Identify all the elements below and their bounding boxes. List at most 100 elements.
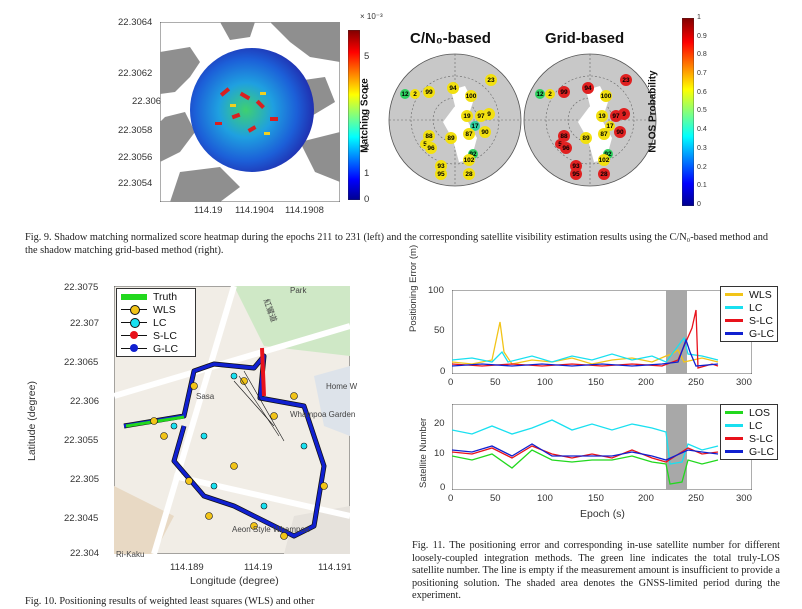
svg-text:92: 92 (469, 151, 477, 158)
legend-item-wls: WLS (117, 303, 195, 316)
legend-item-slc: S-LC (117, 329, 195, 342)
svg-text:28: 28 (465, 171, 473, 178)
fig11-caption: Fig. 11. The positioning error and corre… (412, 540, 780, 601)
svg-text:92: 92 (604, 151, 612, 158)
colorbar-tick: 2 (364, 142, 370, 153)
svg-text:19: 19 (463, 113, 471, 120)
heatmap-ytick: 22.3054 (118, 178, 153, 189)
heatmap-ytick: 22.3064 (118, 17, 153, 28)
skyplot-cn0: 23 94 99 100 12 2 9 19 97 17 87 90 88 5 … (388, 53, 522, 187)
svg-text:17: 17 (471, 123, 479, 130)
legend-item-wls: WLS (721, 288, 777, 301)
legend-item-slc: S-LC (721, 314, 777, 327)
svg-text:97: 97 (612, 113, 620, 120)
fig10-ytick: 22.3055 (64, 435, 99, 446)
fig10-ytick: 22.3075 (64, 282, 99, 293)
nlos-tick: 1 (697, 14, 701, 21)
satellite-xlabel: Epoch (s) (580, 508, 625, 520)
error-ytick: 50 (434, 325, 445, 336)
nlos-tick: 0.2 (697, 163, 707, 171)
legend-item-lc: LC (721, 419, 777, 432)
svg-text:9: 9 (487, 111, 491, 118)
heatmap-ytick: 22.3056 (118, 152, 153, 163)
svg-text:97: 97 (477, 113, 485, 120)
fig10-ytick: 22.305 (70, 474, 100, 485)
svg-text:93: 93 (437, 163, 445, 170)
error-legend: WLS LC S-LC G-LC (720, 286, 778, 342)
svg-text:12: 12 (536, 91, 544, 98)
map-label-sasa: Sasa (196, 392, 215, 401)
fig10-xlabel: Longitude (degree) (190, 575, 279, 587)
colorbar-label: Matching Score (359, 78, 371, 153)
satellite-number-plot (452, 404, 752, 490)
nlos-tick: 0.3 (697, 144, 707, 152)
svg-text:94: 94 (584, 85, 592, 92)
colorbar-tick: 5 (364, 51, 370, 62)
satellite-ytick: 0 (440, 482, 446, 493)
fig10-ytick: 22.3045 (64, 513, 99, 524)
map-label-aeon: Aeon Style Whampoa (232, 525, 310, 534)
heatmap-xtick: 114.19 (194, 205, 223, 216)
satellite-ytick: 10 (434, 448, 445, 459)
svg-text:100: 100 (466, 93, 477, 100)
legend-item-slc: S-LC (721, 432, 777, 445)
positioning-error-plot (452, 290, 752, 374)
skyplot-left-title: C/N₀-based (410, 30, 491, 47)
legend-item-glc: G-LC (117, 342, 195, 355)
svg-text:96: 96 (427, 145, 435, 152)
svg-text:2: 2 (413, 91, 417, 98)
fig10-xtick: 114.189 (170, 562, 204, 573)
svg-text:19: 19 (598, 113, 606, 120)
legend-item-los: LOS (721, 406, 777, 419)
svg-text:95: 95 (572, 171, 580, 178)
svg-text:102: 102 (464, 157, 475, 164)
fig10-ytick: 22.3065 (64, 357, 99, 368)
svg-text:5: 5 (423, 141, 427, 148)
svg-text:28: 28 (600, 171, 608, 178)
nlos-tick: 0.8 (697, 51, 707, 59)
heatmap-ytick: 22.3062 (118, 68, 153, 79)
map-label-rikaku: Ri-Kaku (116, 550, 145, 559)
legend-item-lc: LC (721, 301, 777, 314)
fig10-ytick: 22.304 (70, 548, 100, 559)
colorbar-exponent: × 10⁻³ (360, 12, 383, 21)
svg-text:99: 99 (560, 89, 568, 96)
heatmap-xtick: 114.1904 (235, 205, 274, 216)
svg-text:23: 23 (487, 77, 495, 84)
svg-text:12: 12 (401, 91, 409, 98)
fig10-ytick: 22.306 (70, 396, 100, 407)
nlos-tick: 0.9 (697, 32, 707, 40)
trajectory-map (114, 286, 350, 554)
svg-text:5: 5 (558, 141, 562, 148)
colorbar-tick: 0 (364, 194, 370, 205)
svg-text:90: 90 (481, 129, 489, 136)
svg-text:96: 96 (562, 145, 570, 152)
map-label-park: Park (290, 286, 307, 295)
svg-text:23: 23 (622, 77, 630, 84)
legend-item-glc: G-LC (721, 445, 777, 458)
nlos-tick: 0.5 (697, 107, 707, 115)
svg-text:89: 89 (582, 135, 590, 142)
nlos-tick: 0.6 (697, 88, 707, 96)
svg-text:87: 87 (465, 131, 473, 138)
skyplot-grid: 23 94 99 100 12 2 9 19 97 17 87 90 88 5 … (523, 53, 657, 187)
nlos-colorbar (682, 18, 694, 206)
nlos-tick: 0.1 (697, 182, 707, 190)
map-label-whampoa-garden: Whampoa Garden (290, 410, 356, 419)
colorbar-tick: 4 (364, 82, 370, 93)
legend-item-truth: Truth (117, 290, 195, 303)
trajectory-legend: Truth WLS LC S-LC G-LC (116, 288, 196, 357)
svg-text:100: 100 (601, 93, 612, 100)
svg-text:89: 89 (447, 135, 455, 142)
score-colorbar (348, 30, 360, 200)
error-ytick: 100 (428, 285, 444, 296)
map-label-home: Home W (326, 382, 358, 391)
error-ytick: 0 (440, 366, 446, 377)
error-ylabel: Positioning Error (m) (408, 244, 419, 332)
fig10-ylabel: Latitude (degree) (25, 381, 38, 461)
colorbar-tick: 3 (364, 112, 370, 123)
satellite-ytick: 20 (434, 418, 445, 429)
fig10-xtick: 114.191 (318, 562, 352, 573)
svg-text:90: 90 (616, 129, 624, 136)
heatmap-ytick: 22.3058 (118, 125, 153, 136)
